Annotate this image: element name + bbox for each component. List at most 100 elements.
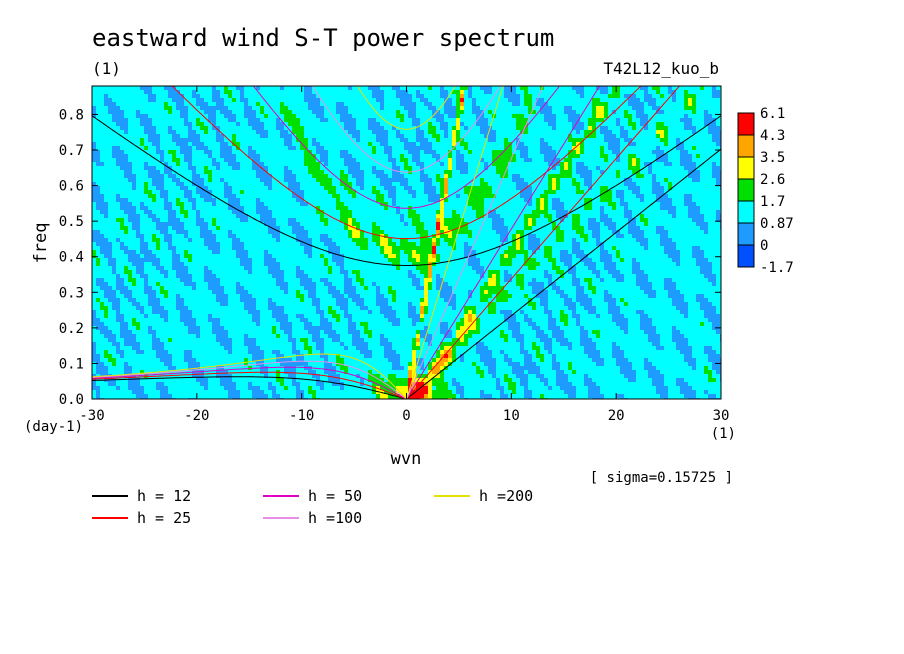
heatmap-cell — [596, 158, 600, 162]
heatmap-cell — [612, 86, 616, 90]
heatmap-cell — [272, 122, 276, 126]
heatmap-cell — [492, 142, 496, 146]
heatmap-cell — [248, 86, 252, 90]
heatmap-cell — [540, 210, 544, 214]
heatmap-cell — [696, 162, 700, 166]
heatmap-cell — [368, 246, 372, 250]
heatmap-cell — [540, 198, 544, 202]
heatmap-cell — [696, 186, 700, 190]
heatmap-cell — [572, 94, 576, 98]
heatmap-cell — [112, 202, 116, 206]
heatmap-cell — [652, 138, 656, 142]
heatmap-cell — [624, 170, 628, 174]
heatmap-cell — [284, 158, 288, 162]
heatmap-cell — [592, 178, 596, 182]
heatmap-cell — [116, 142, 120, 146]
heatmap-cell — [504, 138, 508, 142]
heatmap-cell — [540, 94, 544, 98]
heatmap-cell — [296, 114, 300, 118]
heatmap-cell — [224, 174, 228, 178]
heatmap-cell — [540, 114, 544, 118]
heatmap-cell — [384, 118, 388, 122]
heatmap-cell — [224, 242, 228, 246]
heatmap-cell — [200, 138, 204, 142]
heatmap-cell — [704, 166, 708, 170]
heatmap-cell — [352, 250, 356, 254]
heatmap-cell — [432, 86, 436, 90]
heatmap-cell — [96, 218, 100, 222]
heatmap-cell — [460, 114, 464, 118]
heatmap-cell — [592, 146, 596, 150]
heatmap-cell — [180, 214, 184, 218]
heatmap-cell — [452, 182, 456, 186]
heatmap-cell — [444, 138, 448, 142]
heatmap-cell — [436, 170, 440, 174]
heatmap-cell — [140, 94, 144, 98]
heatmap-cell — [340, 202, 344, 206]
heatmap-cell — [532, 146, 536, 150]
heatmap-cell — [100, 182, 104, 186]
heatmap-cell — [624, 198, 628, 202]
heatmap-cell — [340, 138, 344, 142]
heatmap-cell — [188, 94, 192, 98]
heatmap-cell — [304, 134, 308, 138]
heatmap-cell — [396, 214, 400, 218]
heatmap-cell — [268, 158, 272, 162]
heatmap-cell — [672, 106, 676, 110]
heatmap-cell — [704, 86, 708, 90]
heatmap-cell — [176, 150, 180, 154]
heatmap-cell — [540, 190, 544, 194]
heatmap-cell — [184, 246, 188, 250]
heatmap-cell — [692, 114, 696, 118]
heatmap-cell — [640, 154, 644, 158]
heatmap-cell — [560, 114, 564, 118]
heatmap-cell — [440, 146, 444, 150]
heatmap-cell — [376, 162, 380, 166]
heatmap-cell — [496, 154, 500, 158]
heatmap-cell — [492, 126, 496, 130]
heatmap-cell — [564, 194, 568, 198]
heatmap-cell — [328, 138, 332, 142]
heatmap-cell — [508, 234, 512, 238]
heatmap-cell — [408, 242, 412, 246]
heatmap-cell — [524, 90, 528, 94]
heatmap-cell — [244, 146, 248, 150]
heatmap-cell — [540, 170, 544, 174]
heatmap-cell — [620, 182, 624, 186]
heatmap-cell — [240, 202, 244, 206]
heatmap-cell — [604, 178, 608, 182]
heatmap-cell — [316, 238, 320, 242]
heatmap-cell — [592, 194, 596, 198]
heatmap-cell — [352, 94, 356, 98]
heatmap-cell — [584, 130, 588, 134]
heatmap-cell — [652, 242, 656, 246]
heatmap-cell — [432, 118, 436, 122]
heatmap-cell — [536, 174, 540, 178]
heatmap-cell — [408, 230, 412, 234]
heatmap-cell — [448, 206, 452, 210]
heatmap-cell — [676, 158, 680, 162]
heatmap-cell — [556, 246, 560, 250]
heatmap-cell — [372, 138, 376, 142]
heatmap-cell — [132, 110, 136, 114]
heatmap-cell — [272, 194, 276, 198]
heatmap-cell — [364, 218, 368, 222]
heatmap-cell — [208, 138, 212, 142]
heatmap-cell — [672, 202, 676, 206]
heatmap-cell — [652, 118, 656, 122]
heatmap-cell — [108, 170, 112, 174]
heatmap-cell — [460, 146, 464, 150]
heatmap-cell — [708, 178, 712, 182]
heatmap-cell — [260, 90, 264, 94]
heatmap-cell — [300, 102, 304, 106]
heatmap-cell — [428, 118, 432, 122]
heatmap-cell — [132, 230, 136, 234]
heatmap-cell — [428, 206, 432, 210]
heatmap-cell — [540, 162, 544, 166]
heatmap-cell — [552, 98, 556, 102]
heatmap-cell — [524, 134, 528, 138]
heatmap-cell — [384, 90, 388, 94]
heatmap-cell — [564, 182, 568, 186]
heatmap-cell — [392, 110, 396, 114]
heatmap-cell — [140, 194, 144, 198]
